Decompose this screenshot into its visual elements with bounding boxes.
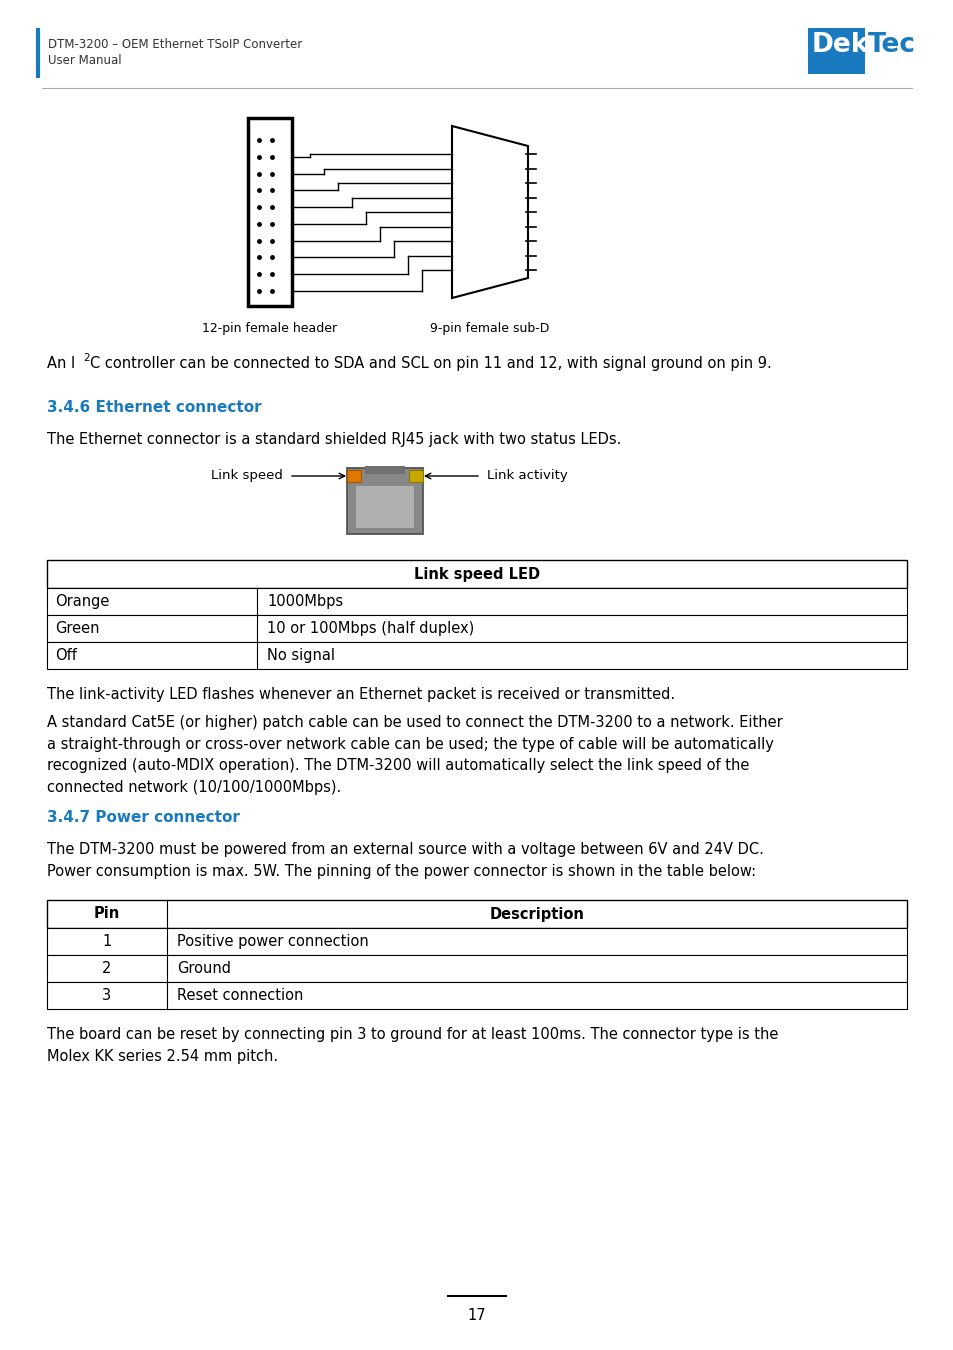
- Bar: [47, 954, 906, 981]
- Bar: [47, 560, 906, 589]
- Bar: [47, 643, 906, 670]
- Bar: [807, 28, 917, 74]
- Bar: [47, 616, 906, 643]
- Polygon shape: [452, 126, 527, 298]
- Text: 9-pin female sub-D: 9-pin female sub-D: [430, 323, 549, 335]
- Text: Tec: Tec: [867, 32, 915, 58]
- Text: Dek: Dek: [811, 32, 868, 58]
- Bar: [864, 28, 917, 74]
- Text: Link speed LED: Link speed LED: [414, 567, 539, 582]
- Text: Ground: Ground: [177, 961, 231, 976]
- Text: An I: An I: [47, 356, 75, 371]
- Bar: [355, 486, 414, 528]
- Bar: [365, 466, 405, 474]
- Text: 12-pin female header: 12-pin female header: [202, 323, 337, 335]
- Text: 1: 1: [102, 934, 112, 949]
- Text: 2: 2: [83, 352, 90, 363]
- Bar: [409, 470, 422, 482]
- Text: Positive power connection: Positive power connection: [177, 934, 369, 949]
- Text: The board can be reset by connecting pin 3 to ground for at least 100ms. The con: The board can be reset by connecting pin…: [47, 1027, 778, 1064]
- Text: Pin: Pin: [93, 906, 120, 922]
- Bar: [47, 589, 906, 616]
- Text: The DTM-3200 must be powered from an external source with a voltage between 6V a: The DTM-3200 must be powered from an ext…: [47, 842, 763, 879]
- Bar: [347, 470, 360, 482]
- Text: 3.4.6 Ethernet connector: 3.4.6 Ethernet connector: [47, 400, 261, 414]
- Text: 3: 3: [102, 988, 112, 1003]
- Text: The link-activity LED flashes whenever an Ethernet packet is received or transmi: The link-activity LED flashes whenever a…: [47, 687, 675, 702]
- Text: 2: 2: [102, 961, 112, 976]
- Text: No signal: No signal: [267, 648, 335, 663]
- Bar: [47, 900, 906, 927]
- Text: Orange: Orange: [55, 594, 110, 609]
- Text: User Manual: User Manual: [48, 54, 121, 68]
- Text: Green: Green: [55, 621, 99, 636]
- Text: A standard Cat5E (or higher) patch cable can be used to connect the DTM-3200 to : A standard Cat5E (or higher) patch cable…: [47, 716, 781, 795]
- Text: 1000Mbps: 1000Mbps: [267, 594, 343, 609]
- Text: 10 or 100Mbps (half duplex): 10 or 100Mbps (half duplex): [267, 621, 474, 636]
- Text: C controller can be connected to SDA and SCL on pin 11 and 12, with signal groun: C controller can be connected to SDA and…: [90, 356, 771, 371]
- Text: DTM-3200 – OEM Ethernet TSoIP Converter: DTM-3200 – OEM Ethernet TSoIP Converter: [48, 38, 302, 51]
- Text: Off: Off: [55, 648, 77, 663]
- Text: 17: 17: [467, 1308, 486, 1323]
- Text: Link speed: Link speed: [211, 470, 283, 482]
- Text: Reset connection: Reset connection: [177, 988, 303, 1003]
- Bar: [47, 927, 906, 954]
- Text: The Ethernet connector is a standard shielded RJ45 jack with two status LEDs.: The Ethernet connector is a standard shi…: [47, 432, 620, 447]
- Bar: [248, 117, 292, 306]
- Text: Description: Description: [489, 906, 584, 922]
- Bar: [347, 468, 422, 535]
- Text: 3.4.7 Power connector: 3.4.7 Power connector: [47, 810, 239, 825]
- Text: Link activity: Link activity: [486, 470, 567, 482]
- Bar: [47, 981, 906, 1008]
